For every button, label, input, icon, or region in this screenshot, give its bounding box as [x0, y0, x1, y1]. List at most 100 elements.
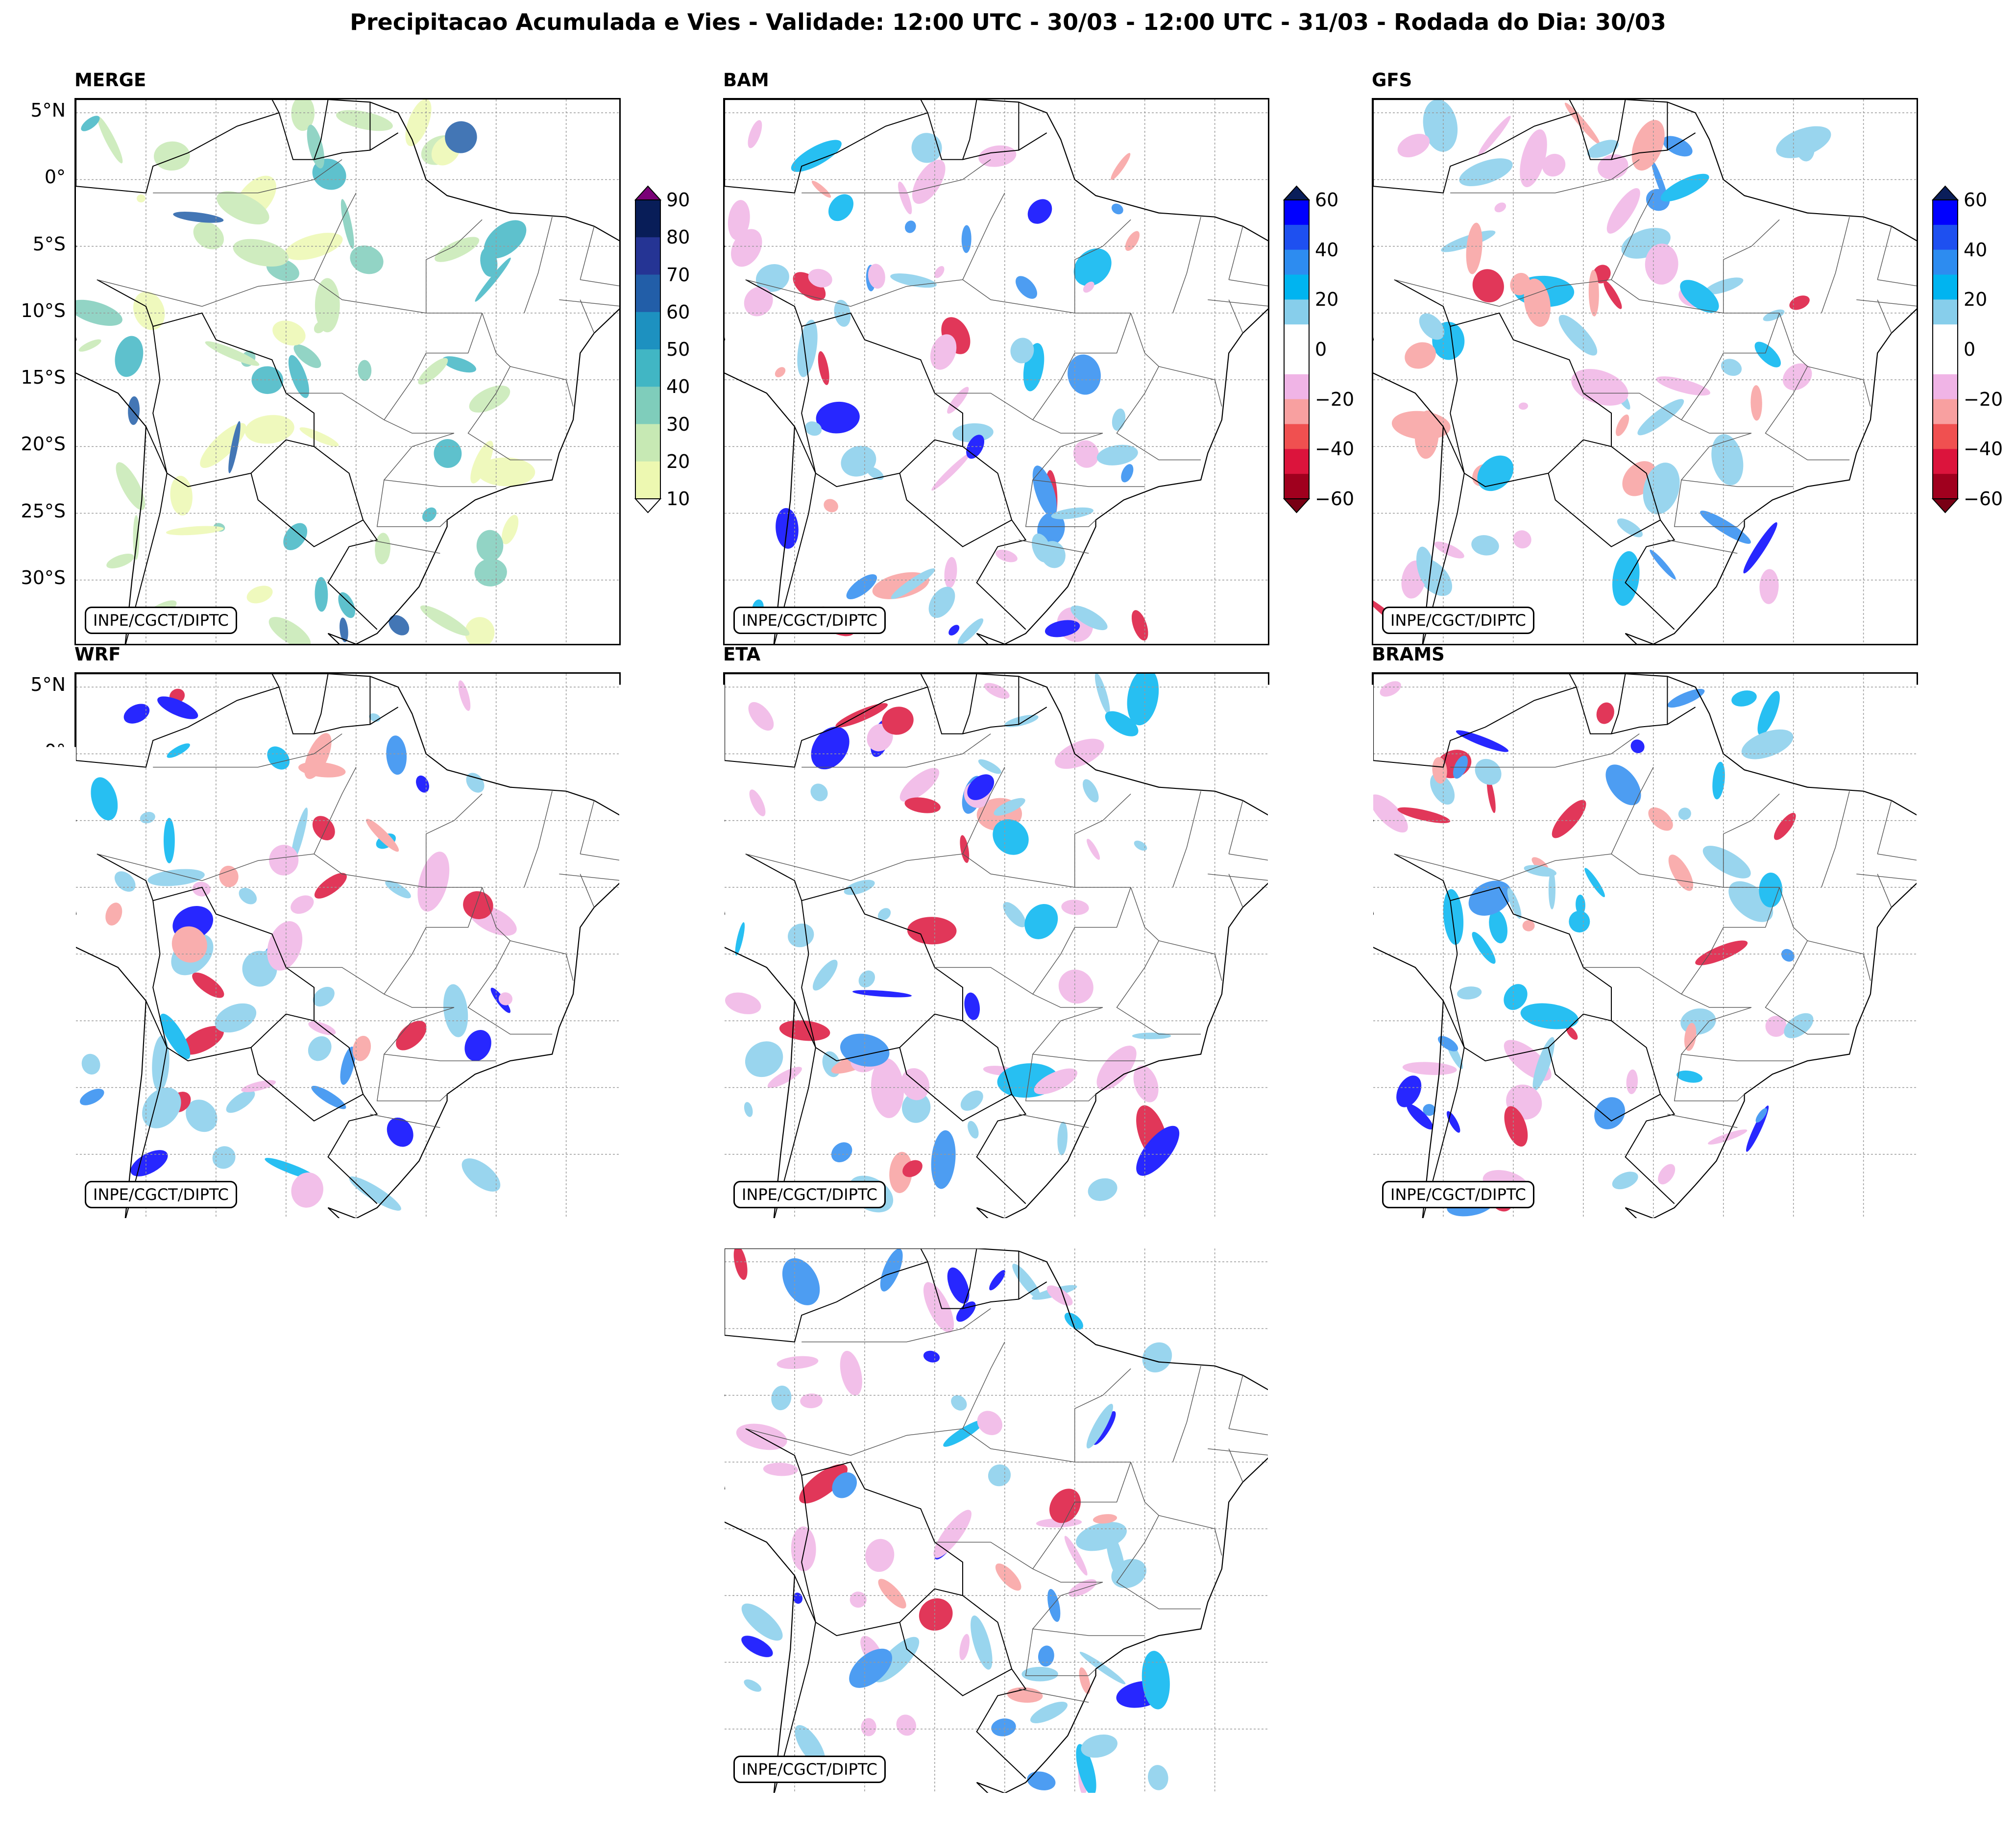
empty-panel-left — [33, 1366, 652, 1677]
colorbar-segment — [635, 799, 660, 824]
colorbar-tick-label: −20 — [1964, 963, 2003, 984]
state-border — [1173, 791, 1201, 887]
colorbar-segment — [1284, 899, 1309, 924]
colorbar-segment — [1933, 324, 1958, 349]
map-panel-gfs: INPE/CGCT/DIPTC — [1372, 98, 1918, 645]
colorbar-tick-label: −20 — [1315, 389, 1354, 410]
lon-tick-label: 35°W — [1257, 1798, 1308, 1820]
lat-tick-label: 30°S — [7, 567, 66, 588]
state-border — [1229, 1449, 1243, 1482]
state-border — [1208, 300, 1269, 307]
colorbar-segment — [1933, 774, 1958, 799]
colorbar-extend-max — [1284, 1335, 1309, 1349]
colorbar-extend-min — [1284, 499, 1309, 513]
colorbar-segment — [1933, 899, 1958, 924]
state-border — [286, 967, 454, 1007]
country-border — [921, 99, 927, 113]
colorbar-segment — [1933, 424, 1958, 449]
colorbar-segment — [1284, 1023, 1309, 1048]
coastline — [725, 1248, 1269, 1794]
map-panel-bam: INPE/CGCT/DIPTC — [723, 98, 1269, 645]
colorbar-tick-label: 70 — [666, 264, 690, 286]
colorbar-segment — [635, 275, 660, 313]
country-border — [899, 1622, 1012, 1696]
coastline — [1373, 99, 1918, 645]
colorbar-segment — [635, 312, 660, 350]
colorbar-tick-label: 60 — [1315, 189, 1338, 211]
colorbar-segment — [1284, 874, 1309, 899]
colorbar-tick-label: 0 — [1315, 339, 1327, 360]
colorbar-segment — [1933, 374, 1958, 399]
country-border — [1569, 674, 1576, 687]
colorbar-tick-label: 60 — [1315, 763, 1338, 785]
empty-panel-right — [1330, 1366, 1950, 1677]
colorbar-tick-label: 20 — [1964, 863, 1987, 884]
credit-label: INPE/CGCT/DIPTC — [733, 607, 886, 634]
lat-tick-label: 0° — [7, 740, 66, 762]
country-border — [746, 1429, 1026, 1779]
state-border — [1856, 300, 1918, 307]
colorbar-segment — [1933, 824, 1958, 849]
colorbar-tick-label: 60 — [1964, 189, 1987, 211]
map-panel-merge: INPE/CGCT/DIPTC — [74, 98, 621, 645]
colorbar-tick-label: −40 — [1315, 1012, 1354, 1034]
state-border — [286, 393, 454, 433]
lat-tick-label: 5°S — [7, 807, 66, 829]
colorbar-segment — [1933, 250, 1958, 275]
colorbar-tick-label: −60 — [1315, 488, 1354, 510]
lon-tick-label: 60°W — [906, 1798, 958, 1820]
colorbar-segment — [1284, 1573, 1309, 1598]
colorbar-segment — [635, 824, 660, 849]
colorbar-segment — [1933, 799, 1958, 824]
state-border — [580, 801, 594, 854]
colorbar-segment — [1284, 1349, 1309, 1374]
colorbar-tick-label: 60 — [1315, 1338, 1338, 1360]
colorbar-segment — [635, 237, 660, 275]
colorbar-segment — [635, 974, 660, 999]
colorbar-tick-label: 90 — [666, 189, 690, 211]
colorbar-segment — [635, 874, 660, 899]
colorbar-tick-label: 40 — [1315, 239, 1338, 261]
colorbar-tick-label: 0 — [1964, 913, 1975, 934]
colorbar-segment — [635, 1023, 660, 1048]
colorbar-segment — [635, 349, 660, 387]
panel-title-brams: BRAMS — [1372, 644, 1445, 665]
state-border — [377, 1054, 447, 1101]
state-border — [1229, 1429, 1269, 1436]
country-border — [963, 99, 977, 160]
state-border — [1667, 540, 1737, 553]
colorbar-extend-max — [1284, 186, 1309, 200]
state-border — [746, 1429, 1131, 1462]
colorbar-extend-min — [1933, 1073, 1958, 1087]
country-border — [314, 674, 328, 734]
colorbar-tick-label: 40 — [666, 813, 690, 835]
colorbar-tick-label: 40 — [1964, 239, 1987, 261]
colorbar-tick-label: 0 — [1964, 339, 1975, 360]
colorbar-segment — [1284, 449, 1309, 474]
colorbar-extend-max — [635, 760, 660, 774]
map-canvas — [1373, 99, 1918, 645]
state-border — [1075, 794, 1131, 887]
colorbar-segment — [1933, 849, 1958, 874]
map-canvas — [725, 99, 1269, 645]
colorbar-segment — [1284, 474, 1309, 499]
colorbar-segment — [1284, 374, 1309, 399]
state-border — [580, 874, 594, 907]
colorbar-segment — [1284, 1523, 1309, 1548]
colorbar-tick-label: −60 — [1315, 1062, 1354, 1084]
colorbar-tick-label: 20 — [1315, 289, 1338, 310]
colorbar-segment — [635, 949, 660, 974]
colorbar-segment — [1933, 924, 1958, 949]
state-border — [426, 220, 482, 313]
colorbar-tick-label: 0 — [666, 913, 678, 934]
state-border — [1877, 280, 1918, 287]
colorbar-segment — [1284, 1498, 1309, 1523]
colorbar-segment — [1284, 225, 1309, 250]
colorbar-tick-label: 50 — [666, 339, 690, 360]
state-border — [1173, 1366, 1201, 1462]
colorbar-tick-label: 20 — [666, 863, 690, 884]
state-border — [314, 767, 356, 854]
colorbar-tick-label: −20 — [1964, 389, 2003, 410]
country-border — [76, 687, 398, 767]
country-border — [1443, 427, 1464, 473]
